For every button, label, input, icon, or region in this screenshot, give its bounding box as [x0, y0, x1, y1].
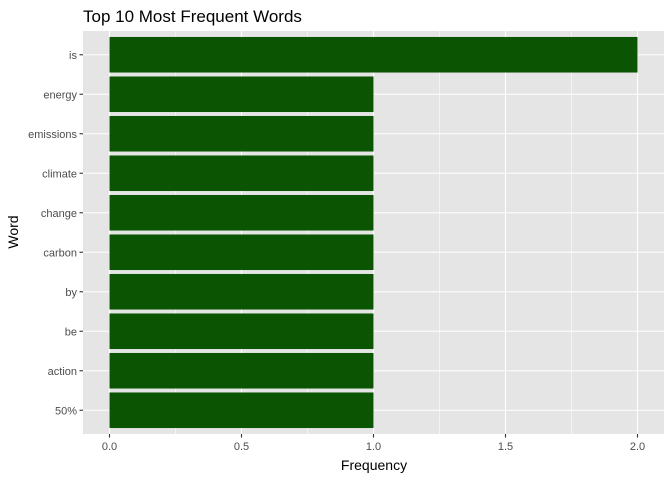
- x-tick-label: 0.5: [234, 441, 249, 453]
- bar-50-: [109, 392, 374, 429]
- y-axis-title: Word: [5, 215, 21, 248]
- y-tick-label: climate: [42, 168, 77, 180]
- x-axis-title: Frequency: [341, 457, 407, 473]
- bar-emissions: [109, 115, 374, 152]
- y-tick-label: be: [65, 326, 77, 338]
- y-axis: is energy emissions climate change carbon by be…: [28, 50, 83, 417]
- bar-be: [109, 313, 374, 350]
- bar-energy: [109, 76, 374, 113]
- y-tick-label: change: [41, 208, 77, 220]
- y-tick-label: action: [48, 366, 77, 378]
- bar-by: [109, 273, 374, 310]
- chart-title: Top 10 Most Frequent Words: [83, 7, 302, 26]
- bars: [109, 36, 638, 429]
- x-tick-label: 0.0: [102, 441, 117, 453]
- bar-climate: [109, 155, 374, 192]
- x-tick-label: 1.5: [498, 441, 513, 453]
- bar-action: [109, 352, 374, 389]
- y-tick-label: emissions: [28, 129, 77, 141]
- y-tick-label: is: [69, 50, 77, 62]
- bar-change: [109, 194, 374, 231]
- y-tick-label: by: [65, 287, 77, 299]
- x-tick-label: 1.0: [366, 441, 381, 453]
- y-tick-label: energy: [43, 89, 77, 101]
- x-axis: 0.0 0.5 1.0 1.5 2.0: [102, 434, 645, 453]
- x-tick-label: 2.0: [630, 441, 645, 453]
- bar-is: [109, 36, 638, 73]
- y-tick-label: carbon: [43, 247, 77, 259]
- y-tick-label: 50%: [55, 405, 77, 417]
- bar-carbon: [109, 234, 374, 271]
